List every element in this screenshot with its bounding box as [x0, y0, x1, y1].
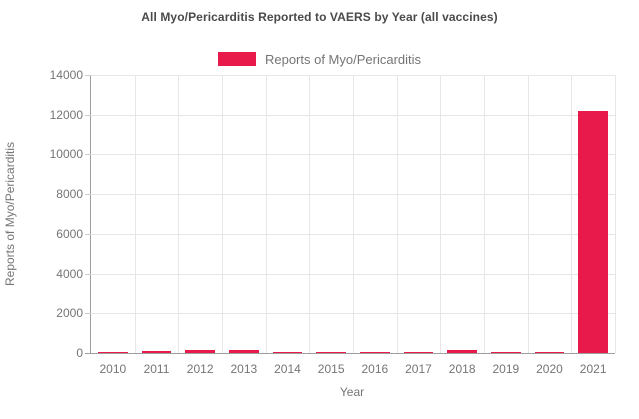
x-gridline — [353, 75, 354, 353]
x-tick-label: 2017 — [405, 362, 432, 376]
y-tick — [85, 75, 91, 76]
x-gridline — [615, 75, 616, 353]
bar-2019 — [490, 351, 521, 353]
x-gridline — [396, 75, 398, 353]
x-gridline — [484, 75, 485, 353]
x-tick-label: 2019 — [492, 362, 520, 376]
bar-2017 — [403, 351, 434, 353]
x-gridline — [309, 75, 311, 353]
plot-area: 0 2000 4000 6000 8000 10000 12000 14000 2010 2011… — [50, 68, 616, 376]
x-tick-label: 2018 — [448, 362, 476, 376]
x-tick-label: 2020 — [536, 362, 563, 376]
y-axis-title: Reports of Myo/Pericarditis — [3, 141, 17, 287]
x-tick-label: 2014 — [274, 362, 301, 376]
y-tick-label: 14000 — [49, 68, 83, 82]
legend: Reports of Myo/Pericarditis — [0, 50, 639, 68]
bar-2013 — [228, 350, 259, 353]
x-gridline — [440, 75, 442, 353]
x-tick-label: 2015 — [317, 362, 345, 376]
bar-2020 — [534, 351, 565, 353]
x-axis-line — [85, 353, 615, 354]
legend-swatch-icon — [217, 52, 256, 66]
bar-2014 — [272, 351, 303, 353]
y-tick-label: 4000 — [56, 266, 83, 281]
x-gridline — [265, 75, 267, 353]
y-tick — [85, 233, 91, 235]
y-tick — [85, 114, 91, 116]
y-tick — [85, 313, 91, 315]
x-gridline — [134, 75, 136, 353]
bar-2011 — [141, 351, 172, 353]
bar-2016 — [359, 352, 390, 353]
bar-2021 — [578, 110, 608, 353]
x-gridline — [178, 75, 180, 353]
y-tick — [85, 194, 91, 196]
x-tick-label: 2013 — [230, 362, 258, 376]
x-gridline — [222, 75, 223, 353]
x-tick-label: 2016 — [361, 362, 389, 376]
bar-2010 — [97, 351, 128, 353]
x-axis-title: Year — [339, 385, 365, 399]
y-tick-label: 0 — [76, 346, 83, 360]
x-tick-label: 2011 — [143, 362, 170, 376]
y-tick-label: 12000 — [49, 107, 83, 122]
y-tick-label: 6000 — [56, 226, 83, 241]
legend-label: Reports of Myo/Pericarditis — [264, 51, 422, 67]
x-gridline — [527, 75, 529, 353]
bar-2015 — [316, 352, 346, 353]
x-tick-label: 2021 — [579, 362, 607, 376]
y-tick — [85, 273, 91, 275]
bar-2018 — [447, 350, 477, 353]
x-gridline — [571, 75, 573, 353]
y-tick-label: 8000 — [56, 187, 83, 202]
bar-2012 — [185, 350, 215, 353]
x-tick-label: 2012 — [186, 362, 214, 376]
y-tick-label: 2000 — [56, 306, 83, 321]
y-tick — [85, 154, 91, 156]
x-tick-label: 2010 — [99, 362, 127, 376]
y-tick-label: 10000 — [49, 147, 83, 162]
chart-title: All Myo/Pericarditis Reported to VAERS b… — [141, 10, 498, 24]
